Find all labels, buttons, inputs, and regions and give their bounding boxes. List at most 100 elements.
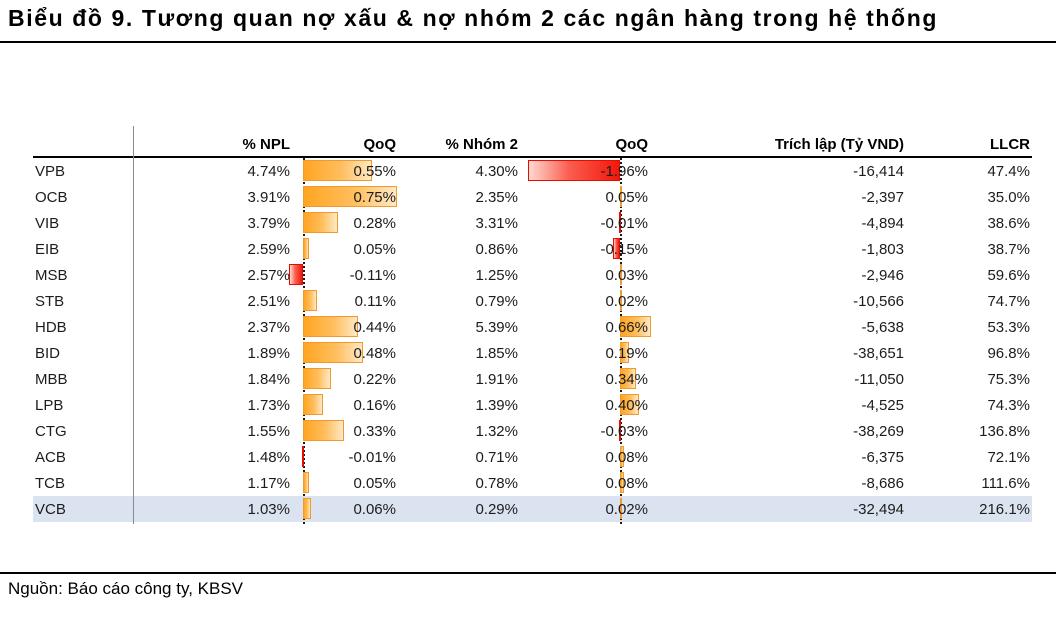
npl-value: 2.57% bbox=[247, 266, 290, 284]
bank-label: VPB bbox=[35, 162, 66, 180]
provision-value: -16,414 bbox=[853, 162, 904, 180]
llcr-value: 38.7% bbox=[987, 240, 1030, 258]
nhom2-value: 0.79% bbox=[475, 292, 518, 310]
table-row: CTG 1.55% 0.33% 1.32% -0.03% -38,269 136… bbox=[33, 418, 1032, 444]
nhom2-value: 4.30% bbox=[475, 162, 518, 180]
npl-qoq-value: 0.11% bbox=[354, 292, 396, 310]
bank-label: MBB bbox=[35, 370, 68, 388]
bank-label: MSB bbox=[35, 266, 68, 284]
llcr-value: 74.3% bbox=[987, 396, 1030, 414]
llcr-value: 38.6% bbox=[987, 214, 1030, 232]
bank-label: CTG bbox=[35, 422, 67, 440]
nhom2-qoq-value: -0.03% bbox=[600, 422, 648, 440]
provision-value: -5,638 bbox=[861, 318, 904, 336]
provision-value: -4,525 bbox=[861, 396, 904, 414]
npl-value: 2.37% bbox=[247, 318, 290, 336]
table-vertical-divider bbox=[133, 126, 134, 524]
llcr-value: 53.3% bbox=[987, 318, 1030, 336]
nhom2-value: 1.39% bbox=[475, 396, 518, 414]
npl-value: 4.74% bbox=[247, 162, 290, 180]
bank-label: VIB bbox=[35, 214, 60, 232]
npl-value: 1.48% bbox=[247, 448, 290, 466]
nhom2-qoq-value: 0.05% bbox=[605, 188, 648, 206]
nhom2-qoq-bar bbox=[620, 394, 639, 415]
llcr-value: 216.1% bbox=[979, 500, 1030, 518]
npl-value: 2.51% bbox=[247, 292, 290, 310]
nhom2-qoq-value: 0.02% bbox=[605, 292, 648, 310]
bank-label: OCB bbox=[35, 188, 68, 206]
nhom2-qoq-value: 0.19% bbox=[605, 344, 648, 362]
table-row: TCB 1.17% 0.05% 0.78% 0.08% -8,686 111.6… bbox=[33, 470, 1032, 496]
nhom2-qoq-bar bbox=[618, 420, 621, 441]
npl-value: 1.55% bbox=[247, 422, 290, 440]
provision-value: -32,494 bbox=[853, 500, 904, 518]
table-row: VCB 1.03% 0.06% 0.29% 0.02% -32,494 216.… bbox=[33, 496, 1032, 522]
llcr-value: 59.6% bbox=[987, 266, 1030, 284]
provision-value: -2,946 bbox=[861, 266, 904, 284]
provision-value: -10,566 bbox=[853, 292, 904, 310]
table-row: STB 2.51% 0.11% 0.79% 0.02% -10,566 74.7… bbox=[33, 288, 1032, 314]
nhom2-qoq-bar bbox=[620, 186, 623, 207]
nhom2-qoq-bar bbox=[620, 290, 622, 311]
table-body: VPB 4.74% 0.55% 4.30% -1.96% -16,414 47.… bbox=[33, 158, 1032, 522]
provision-value: -38,651 bbox=[853, 344, 904, 362]
nhom2-value: 0.29% bbox=[475, 500, 518, 518]
nhom2-qoq-value: -1.96% bbox=[600, 162, 648, 180]
table-row: ACB 1.48% -0.01% 0.71% 0.08% -6,375 72.1… bbox=[33, 444, 1032, 470]
npl-qoq-bar bbox=[301, 446, 304, 467]
nhom2-value: 0.71% bbox=[475, 448, 518, 466]
bank-label: BID bbox=[35, 344, 61, 362]
nhom2-value: 0.86% bbox=[475, 240, 518, 258]
llcr-value: 111.6% bbox=[981, 474, 1030, 492]
nhom2-value: 1.85% bbox=[475, 344, 518, 362]
nhom2-qoq-value: 0.02% bbox=[605, 500, 648, 518]
npl-qoq-value: 0.06% bbox=[353, 500, 396, 518]
nhom2-qoq-bar bbox=[620, 342, 629, 363]
llcr-value: 75.3% bbox=[987, 370, 1030, 388]
nhom2-qoq-bar bbox=[612, 238, 620, 259]
npl-qoq-bar bbox=[289, 264, 303, 285]
npl-qoq-value: 0.28% bbox=[353, 214, 396, 232]
source-divider bbox=[0, 572, 1056, 574]
provision-value: -11,050 bbox=[854, 370, 904, 388]
npl-qoq-bar bbox=[303, 368, 331, 389]
npl-qoq-value: 0.55% bbox=[353, 162, 396, 180]
page-title: Biểu đồ 9. Tương quan nợ xấu & nợ nhóm 2… bbox=[8, 5, 938, 31]
llcr-value: 47.4% bbox=[987, 162, 1030, 180]
npl-qoq-bar bbox=[303, 160, 372, 181]
npl-qoq-bar bbox=[303, 238, 310, 259]
npl-qoq-value: -0.11% bbox=[349, 266, 396, 284]
nhom2-qoq-bar bbox=[527, 160, 620, 181]
table-row: EIB 2.59% 0.05% 0.86% -0.15% -1,803 38.7… bbox=[33, 236, 1032, 262]
nhom2-qoq-value: 0.08% bbox=[605, 448, 648, 466]
nhom2-qoq-bar bbox=[620, 446, 624, 467]
npl-qoq-bar bbox=[303, 290, 317, 311]
npl-value: 3.91% bbox=[247, 188, 290, 206]
bank-label: EIB bbox=[35, 240, 60, 258]
header-llcr: LLCR bbox=[990, 135, 1030, 153]
npl-value: 1.03% bbox=[247, 500, 290, 518]
table-row: LPB 1.73% 0.16% 1.39% 0.40% -4,525 74.3% bbox=[33, 392, 1032, 418]
npl-qoq-bar bbox=[303, 472, 310, 493]
npl-qoq-bar bbox=[303, 212, 338, 233]
nhom2-qoq-bar bbox=[620, 498, 622, 519]
bank-label: STB bbox=[35, 292, 65, 310]
nhom2-value: 1.25% bbox=[475, 266, 518, 284]
table-row: BID 1.89% 0.48% 1.85% 0.19% -38,651 96.8… bbox=[33, 340, 1032, 366]
header-nhom2-qoq: QoQ bbox=[615, 135, 649, 153]
npl-qoq-value: 0.33% bbox=[353, 422, 396, 440]
nhom2-qoq-bar bbox=[620, 368, 636, 389]
nhom2-qoq-value: 0.34% bbox=[605, 370, 648, 388]
npl-qoq-bar bbox=[303, 342, 363, 363]
npl-qoq-value: 0.75% bbox=[353, 188, 396, 206]
table-row: MBB 1.84% 0.22% 1.91% 0.34% -11,050 75.3… bbox=[33, 366, 1032, 392]
nhom2-qoq-value: 0.40% bbox=[605, 396, 648, 414]
provision-value: -2,397 bbox=[861, 188, 904, 206]
provision-value: -8,686 bbox=[861, 474, 904, 492]
llcr-value: 136.8% bbox=[979, 422, 1030, 440]
bank-label: TCB bbox=[35, 474, 65, 492]
npl-qoq-value: 0.05% bbox=[353, 240, 396, 258]
nhom2-value: 5.39% bbox=[475, 318, 518, 336]
header-nhom2: % Nhóm 2 bbox=[445, 135, 518, 153]
npl-qoq-value: 0.22% bbox=[353, 370, 396, 388]
